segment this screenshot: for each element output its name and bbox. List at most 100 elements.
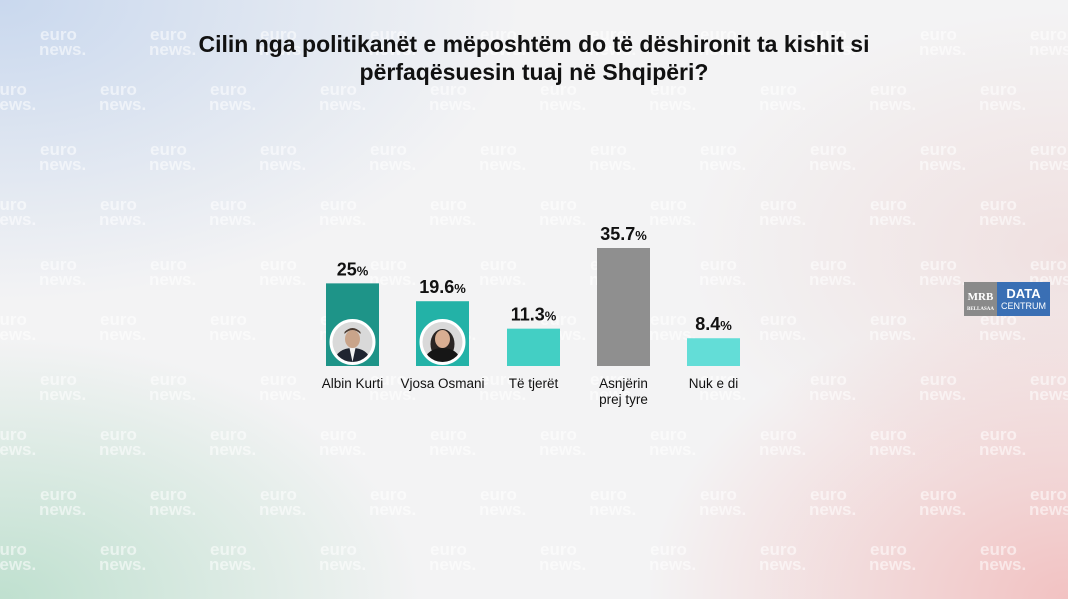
watermark-euro: euro — [1030, 25, 1067, 44]
watermark-euro: euro — [700, 140, 737, 159]
watermark-euro: euro — [370, 255, 407, 274]
watermark-news: news. — [259, 500, 306, 519]
watermark-euro: euro — [760, 540, 797, 559]
watermark-news: news. — [0, 555, 36, 574]
watermark-euro: euro — [700, 485, 737, 504]
category-label-1: Vjosa Osmani — [400, 376, 484, 391]
watermark-euro: euro — [0, 425, 27, 444]
watermark-news: news. — [649, 325, 696, 344]
watermark-news: news. — [209, 95, 256, 114]
watermark-news: news. — [869, 95, 916, 114]
watermark-euro: euro — [0, 310, 27, 329]
watermark-euro: euro — [870, 310, 907, 329]
watermark-euro: euro — [430, 425, 467, 444]
watermark-news: news. — [479, 270, 526, 289]
watermark-news: news. — [369, 385, 416, 404]
watermark-euro: euro — [650, 80, 687, 99]
watermark-news: news. — [209, 440, 256, 459]
watermark-news: news. — [99, 325, 146, 344]
watermark-news: news. — [319, 95, 366, 114]
watermark-news: news. — [869, 325, 916, 344]
watermark-euro: euro — [760, 310, 797, 329]
watermark-euro: euro — [650, 425, 687, 444]
watermark-news: news. — [539, 555, 586, 574]
watermark-euro: euro — [100, 195, 137, 214]
watermark-euro: euro — [590, 370, 627, 389]
watermark-news: news. — [869, 210, 916, 229]
watermark-news: news. — [429, 440, 476, 459]
watermark-euro: euro — [210, 310, 247, 329]
watermark-news: news. — [39, 500, 86, 519]
watermark-euro: euro — [370, 25, 407, 44]
watermark-euro: euro — [540, 425, 577, 444]
watermark-news: news. — [1029, 40, 1068, 59]
watermark-news: news. — [979, 325, 1026, 344]
bar-3 — [597, 248, 650, 366]
watermark-news: news. — [759, 555, 806, 574]
watermark-euro: euro — [260, 485, 297, 504]
watermark-euro: euro — [480, 485, 517, 504]
watermark-news: news. — [759, 325, 806, 344]
watermark-euro: euro — [810, 25, 847, 44]
watermark-news: news. — [479, 385, 526, 404]
watermark-euro: euro — [810, 370, 847, 389]
watermark-news: news. — [0, 440, 36, 459]
bar-value-label-1: 19.6% — [419, 277, 466, 297]
watermark-euro: euro — [870, 195, 907, 214]
watermark-news: news. — [759, 95, 806, 114]
albin-kurti-photo — [329, 319, 376, 365]
watermark-euro: euro — [870, 540, 907, 559]
watermark-news: news. — [429, 210, 476, 229]
watermark-euro: euro — [1030, 140, 1067, 159]
watermark-euro: euro — [1030, 370, 1067, 389]
watermark-euro: euro — [1030, 485, 1067, 504]
watermark-news: news. — [759, 440, 806, 459]
watermark-news: news. — [259, 155, 306, 174]
watermark-news: news. — [149, 40, 196, 59]
watermark-euro: euro — [810, 485, 847, 504]
watermark-euro: euro — [40, 25, 77, 44]
watermark-news: news. — [209, 325, 256, 344]
watermark-news: news. — [1029, 500, 1068, 519]
watermark-news: news. — [39, 270, 86, 289]
watermark-euro: euro — [100, 310, 137, 329]
watermark-euro: euro — [150, 485, 187, 504]
watermark-euro: euro — [870, 425, 907, 444]
category-label-3: Asnjërin prej tyre — [599, 376, 648, 407]
watermark-euro: euro — [320, 195, 357, 214]
watermark-news: news. — [259, 40, 306, 59]
watermark-news: news. — [809, 385, 856, 404]
watermark-news: news. — [649, 95, 696, 114]
watermark-euro: euro — [0, 195, 27, 214]
watermark-news: news. — [99, 440, 146, 459]
watermark-news: news. — [979, 95, 1026, 114]
watermark-news: news. — [259, 385, 306, 404]
watermark-euro: euro — [980, 540, 1017, 559]
watermark-news: news. — [369, 500, 416, 519]
watermark-euro: euro — [590, 485, 627, 504]
watermark-euro: euro — [920, 370, 957, 389]
watermark-euro: euro — [700, 370, 737, 389]
watermark-news: news. — [919, 270, 966, 289]
watermark-news: news. — [99, 555, 146, 574]
watermark-euro: euro — [260, 140, 297, 159]
watermark-euro: euro — [920, 140, 957, 159]
watermark-news: news. — [699, 500, 746, 519]
watermark-euro: euro — [590, 140, 627, 159]
watermark-news: news. — [39, 40, 86, 59]
watermark-euro: euro — [150, 140, 187, 159]
watermark-news: news. — [919, 500, 966, 519]
watermark-news: news. — [979, 555, 1026, 574]
watermark-euro: euro — [430, 540, 467, 559]
watermark-euro: euro — [320, 80, 357, 99]
watermark-euro: euro — [0, 80, 27, 99]
watermark-news: news. — [479, 155, 526, 174]
vjosa-osmani-photo — [419, 319, 466, 365]
watermark-euro: euro — [210, 195, 247, 214]
watermark-euro: euro — [40, 140, 77, 159]
watermark-news: news. — [319, 440, 366, 459]
watermark-euro: euro — [480, 25, 517, 44]
category-label-2: Të tjerët — [509, 376, 559, 391]
watermark-news: news. — [589, 155, 636, 174]
watermark-news: news. — [539, 210, 586, 229]
